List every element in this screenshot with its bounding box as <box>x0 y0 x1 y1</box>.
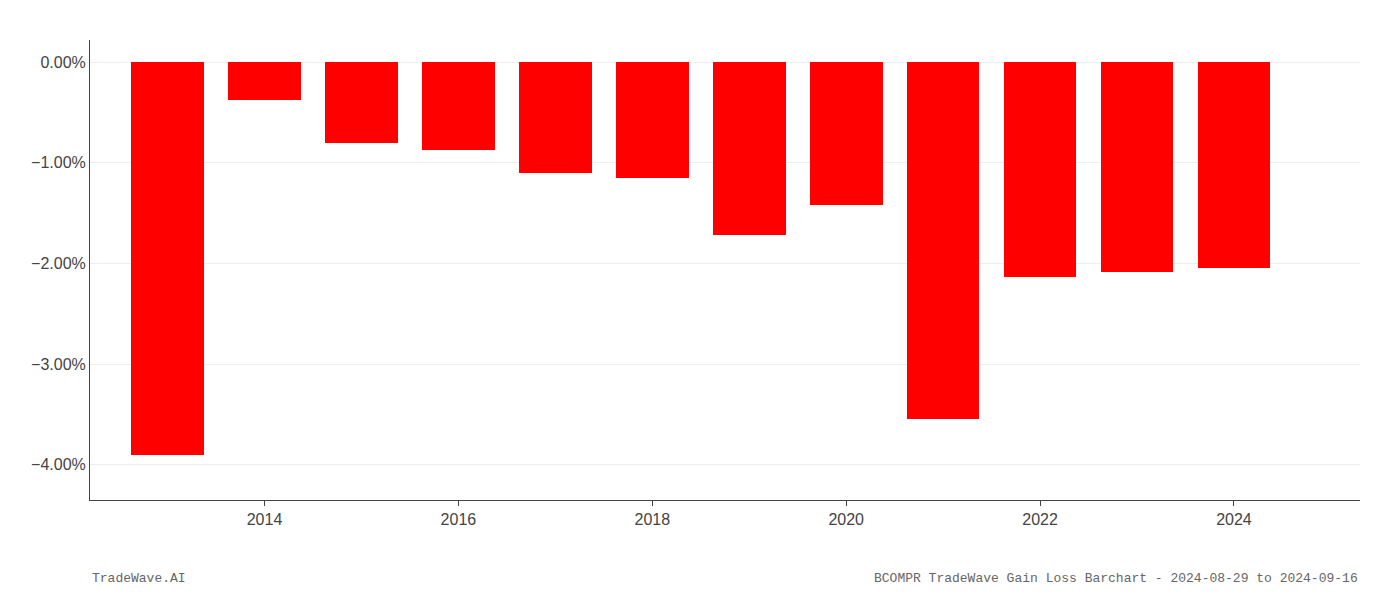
svg-text:BCOMPR TradeWave Gain Loss Bar: BCOMPR TradeWave Gain Loss Barchart - 20… <box>874 571 1358 586</box>
svg-text:2018: 2018 <box>634 511 670 528</box>
svg-text:−3.00%: −3.00% <box>31 356 86 373</box>
svg-text:2016: 2016 <box>441 511 477 528</box>
svg-text:−2.00%: −2.00% <box>31 255 86 272</box>
svg-text:−1.00%: −1.00% <box>31 154 86 171</box>
svg-text:−4.00%: −4.00% <box>31 456 86 473</box>
svg-text:TradeWave.AI: TradeWave.AI <box>92 571 186 586</box>
svg-text:2020: 2020 <box>828 511 864 528</box>
svg-text:0.00%: 0.00% <box>40 54 85 71</box>
svg-text:2024: 2024 <box>1216 511 1252 528</box>
svg-text:2022: 2022 <box>1022 511 1058 528</box>
svg-text:2014: 2014 <box>247 511 283 528</box>
